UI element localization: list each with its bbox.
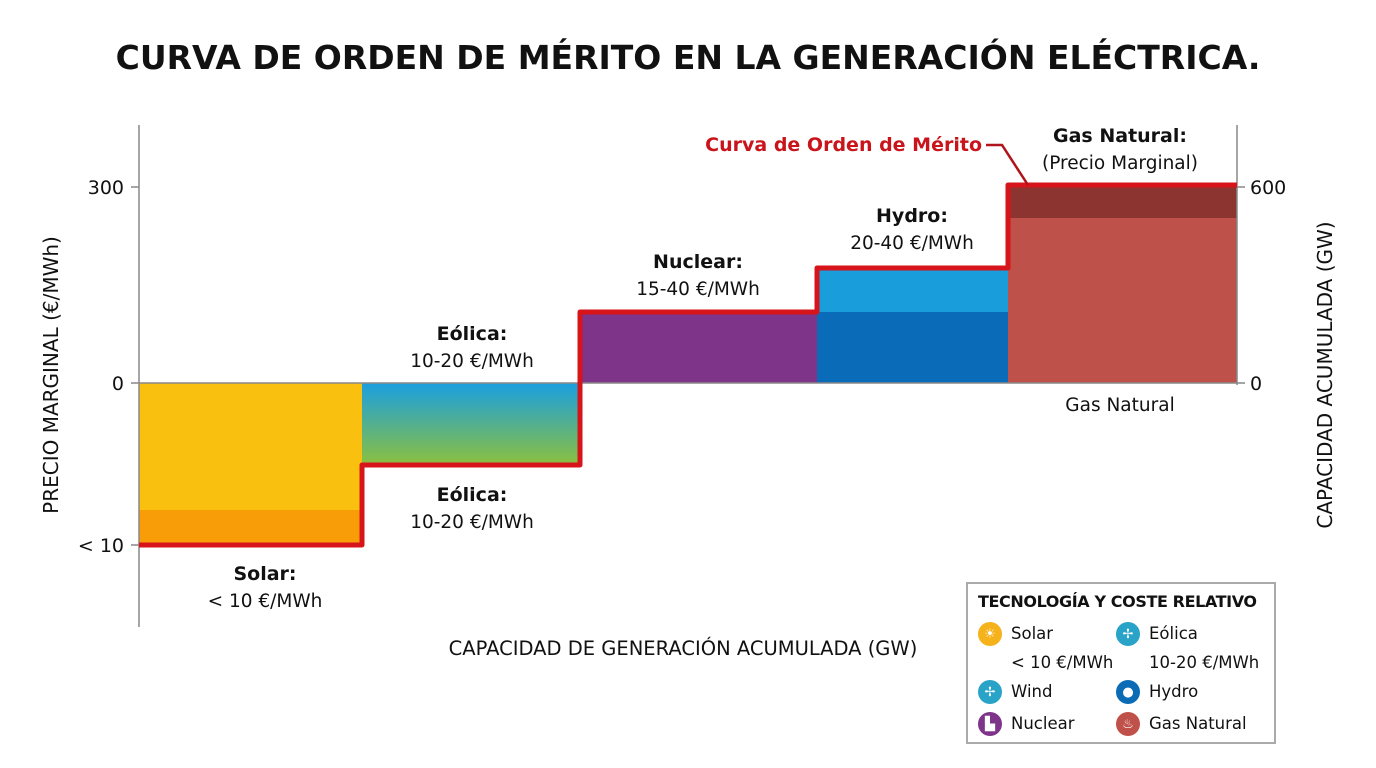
merit-order-curve xyxy=(139,182,1237,548)
eolica-label-name: Eólica: xyxy=(437,484,508,506)
y-axis-right-label: CAPACIDAD ACUMULADA (GW) xyxy=(1313,221,1337,528)
legend-item-label: Gas Natural xyxy=(1149,714,1247,733)
solar-label-name: Solar: xyxy=(233,563,296,585)
curve-label: Curva de Orden de Mérito xyxy=(705,134,982,156)
legend-item-gas-natural: ♨ Gas Natural xyxy=(1116,712,1247,738)
curve-leader-line xyxy=(986,143,1030,186)
solar-label-price: < 10 €/MWh xyxy=(208,591,323,612)
legend-item-hydro: ● Hydro xyxy=(1116,680,1198,706)
right-tick-label: 600 xyxy=(1250,177,1286,199)
bar-gas-natural xyxy=(1008,218,1237,383)
hydro-label-name: Hydro: xyxy=(876,205,948,227)
gas-label-price: (Precio Marginal) xyxy=(1042,153,1198,174)
bar-e-lica xyxy=(362,383,580,465)
bar-nuclear xyxy=(580,312,817,383)
left-tick-label: < 10 xyxy=(78,535,124,557)
flame-icon: ♨ xyxy=(1116,712,1140,736)
eolica-label-price: 10-20 €/MWh xyxy=(410,512,534,533)
legend-title: TECNOLOGÍA Y COSTE RELATIVO xyxy=(978,592,1257,611)
sun-icon: ☀ xyxy=(978,622,1002,646)
legend-item-label: Wind xyxy=(1011,682,1053,701)
legend-item-e-lica: ✢ Eólica 10-20 €/MWh xyxy=(1116,622,1259,677)
nuclear-plant-icon: ▙ xyxy=(978,712,1002,736)
bar-hydro-band xyxy=(817,268,1008,312)
nuclear-label-price: 15-40 €/MWh xyxy=(636,279,760,300)
left-tick-label: 0 xyxy=(112,373,124,395)
bar-gas-natural-band xyxy=(1008,185,1237,218)
x-axis-label: CAPACIDAD DE GENERACIÓN ACUMULADA (GW) xyxy=(449,636,918,660)
gas-below-label: Gas Natural xyxy=(1065,395,1174,416)
left-tick-label: 300 xyxy=(88,177,124,199)
nuclear-label-name: Nuclear: xyxy=(653,251,743,273)
legend-item-label: Hydro xyxy=(1149,682,1199,701)
legend-item-label: Eólica 10-20 €/MWh xyxy=(1149,619,1259,677)
y-axis-label: PRECIO MARGINAL (€/MWh) xyxy=(39,236,63,514)
legend-item-solar: ☀ Solar < 10 €/MWh xyxy=(978,622,1113,677)
legend-item-wind: ✢ Wind xyxy=(978,680,1052,706)
eolica-upper-label-price: 10-20 €/MWh xyxy=(410,351,534,372)
water-drop-icon: ● xyxy=(1116,680,1140,704)
gas-label-name: Gas Natural: xyxy=(1053,125,1187,147)
legend-item-cost: < 10 €/MWh xyxy=(1011,653,1114,672)
bar-solar xyxy=(139,383,362,510)
legend-item-cost: 10-20 €/MWh xyxy=(1149,653,1260,672)
legend: TECNOLOGÍA Y COSTE RELATIVO ☀ Solar < 10 €… xyxy=(966,582,1276,744)
wind-turbine-icon: ✢ xyxy=(978,680,1002,704)
chart-title: CURVA DE ORDEN DE MÉRITO EN LA GENERACIÓ… xyxy=(115,38,1261,77)
legend-item-label: Solar < 10 €/MWh xyxy=(1011,619,1113,677)
wind-turbine-icon: ✢ xyxy=(1116,622,1140,646)
hydro-label-price: 20-40 €/MWh xyxy=(850,233,974,254)
bar-solar-band xyxy=(139,510,362,545)
bar-hydro xyxy=(817,312,1008,383)
right-tick-label: 0 xyxy=(1250,373,1262,395)
eolica-upper-label-name: Eólica: xyxy=(437,323,508,345)
legend-item-nuclear: ▙ Nuclear xyxy=(978,712,1075,738)
legend-item-label: Nuclear xyxy=(1011,714,1075,733)
